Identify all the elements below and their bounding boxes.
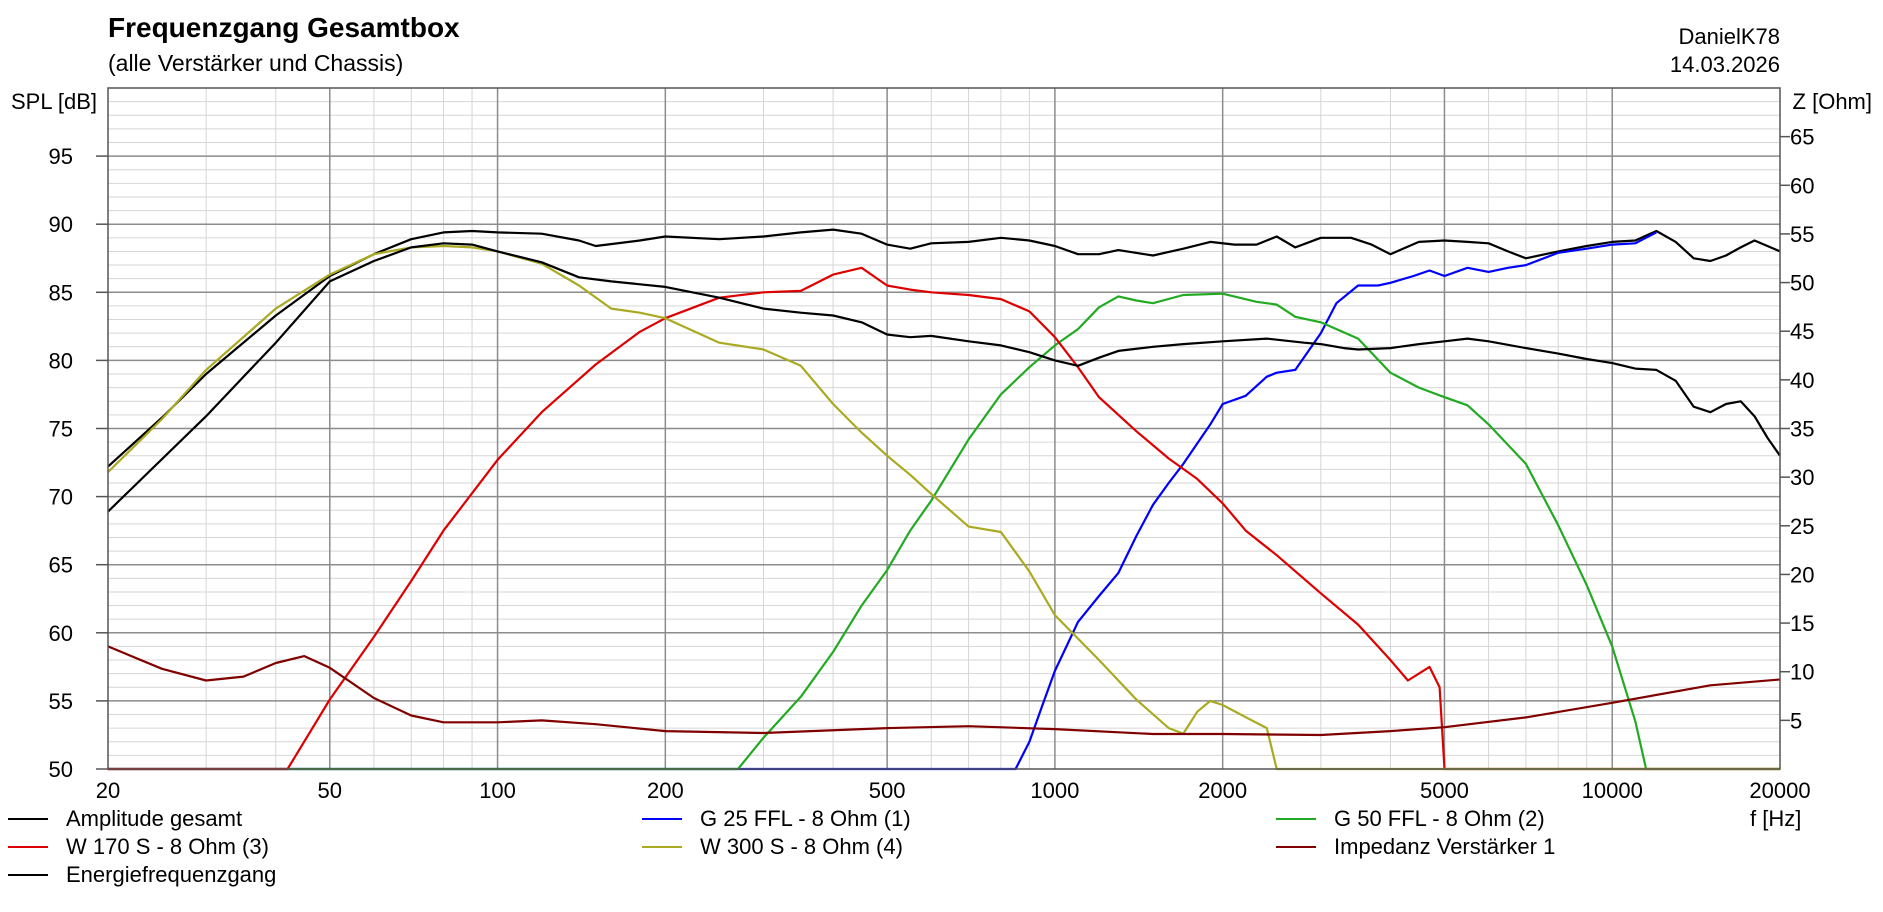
x-tick-label: 20000 xyxy=(1749,778,1810,803)
y-right-tick-label: 50 xyxy=(1790,271,1814,296)
x-axis-label: f [Hz] xyxy=(1750,806,1802,831)
x-tick-label: 2000 xyxy=(1198,778,1247,803)
x-tick-label: 500 xyxy=(869,778,906,803)
y-axis-left-label: SPL [dB] xyxy=(11,89,98,114)
y-left-tick-label: 80 xyxy=(49,348,73,373)
y-right-tick-label: 5 xyxy=(1790,708,1802,733)
chart-title: Frequenzgang Gesamtbox xyxy=(108,12,460,43)
series-line xyxy=(107,242,1781,513)
y-right-tick-label: 20 xyxy=(1790,562,1814,587)
series-line xyxy=(107,228,1781,468)
series-line xyxy=(107,244,1780,771)
axis-ticks: 50 55 60 65 70 75 80 85 90 95 5 10 15 20 25 30 35 40 45 50 5… xyxy=(49,125,1815,803)
x-tick-label: 1000 xyxy=(1030,778,1079,803)
y-right-tick-label: 15 xyxy=(1790,611,1814,636)
y-right-tick-label: 60 xyxy=(1790,173,1814,198)
y-left-tick-label: 70 xyxy=(49,485,73,510)
date-label: 14.03.2026 xyxy=(1669,52,1780,77)
series-line xyxy=(108,266,1780,771)
y-left-tick-label: 90 xyxy=(49,212,73,237)
y-left-tick-label: 50 xyxy=(49,757,73,782)
y-right-tick-label: 25 xyxy=(1790,514,1814,539)
y-right-tick-label: 65 xyxy=(1790,125,1814,150)
chart-subtitle: (alle Verstärker und Chassis) xyxy=(108,50,404,76)
series-lines xyxy=(107,228,1781,771)
y-left-tick-label: 60 xyxy=(49,621,73,646)
y-right-tick-label: 55 xyxy=(1790,222,1814,247)
author-label: DanielK78 xyxy=(1678,24,1780,49)
x-tick-label: 200 xyxy=(647,778,684,803)
y-right-tick-label: 10 xyxy=(1790,660,1814,685)
series-line xyxy=(108,292,1780,771)
x-tick-label: 10000 xyxy=(1582,778,1643,803)
x-tick-label: 20 xyxy=(96,778,120,803)
y-left-tick-label: 65 xyxy=(49,553,73,578)
y-left-tick-label: 95 xyxy=(49,144,73,169)
series-line xyxy=(107,645,1781,737)
plot-frame xyxy=(107,87,1781,770)
y-right-tick-label: 30 xyxy=(1790,465,1814,490)
x-tick-label: 100 xyxy=(479,778,516,803)
y-right-tick-label: 45 xyxy=(1790,319,1814,344)
major-grid xyxy=(108,88,1780,769)
y-right-tick-label: 40 xyxy=(1790,368,1814,393)
y-right-tick-label: 35 xyxy=(1790,417,1814,442)
y-left-tick-label: 55 xyxy=(49,689,73,714)
x-tick-label: 50 xyxy=(318,778,342,803)
y-left-tick-label: 85 xyxy=(49,280,73,305)
y-axis-right-label: Z [Ohm] xyxy=(1792,89,1872,114)
y-left-tick-label: 75 xyxy=(49,417,73,442)
series-line xyxy=(108,231,1657,771)
x-tick-label: 5000 xyxy=(1420,778,1469,803)
